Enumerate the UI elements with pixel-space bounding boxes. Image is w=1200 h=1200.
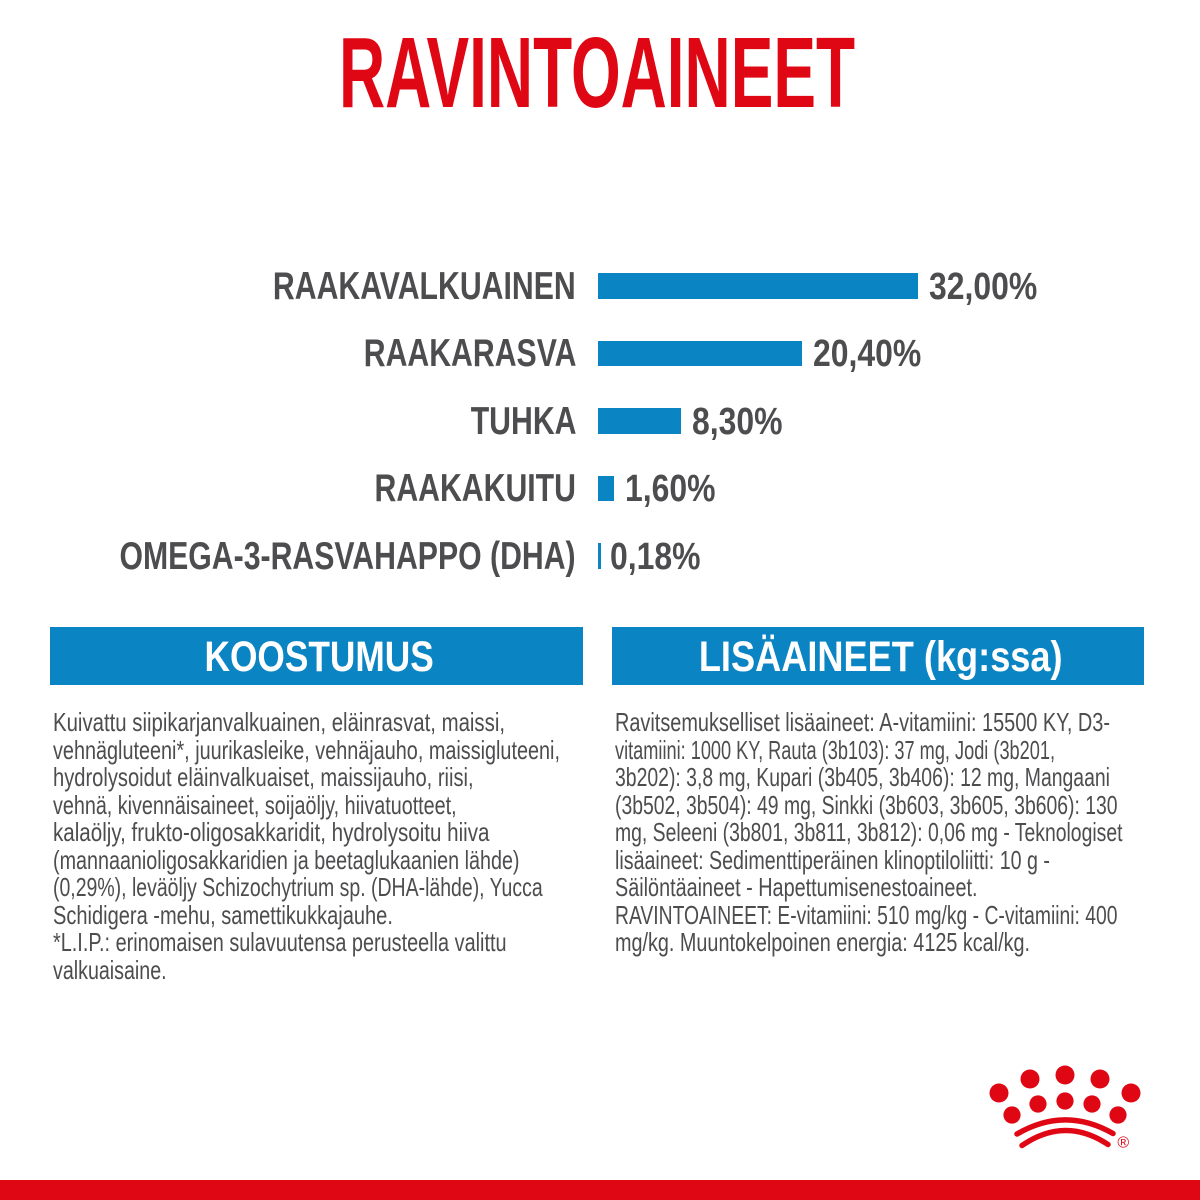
svg-text:®: ® (1117, 1134, 1129, 1151)
